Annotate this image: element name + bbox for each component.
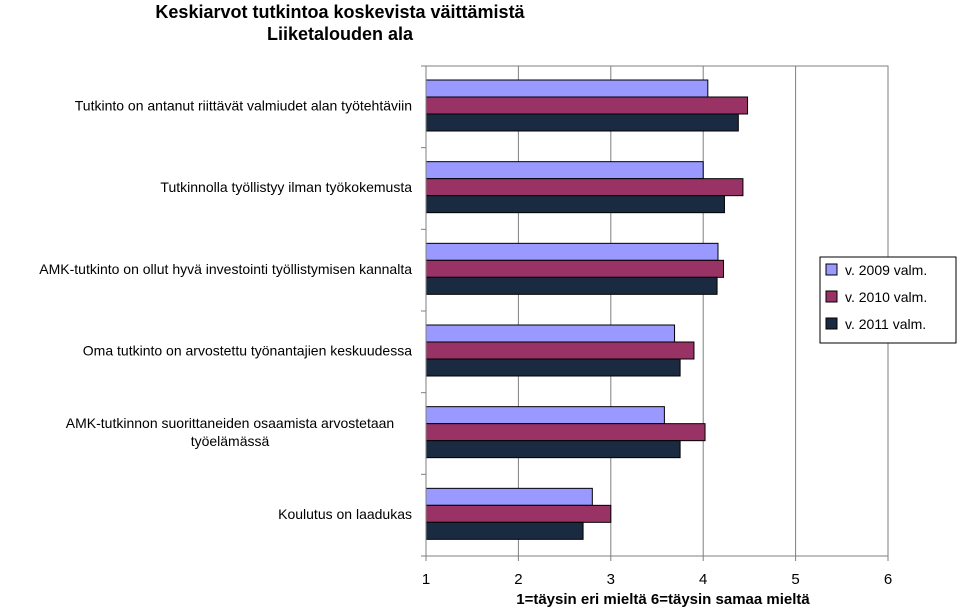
legend-box <box>819 256 957 344</box>
category-label: työelämässä <box>191 433 270 449</box>
category-label: Oma tutkinto on arvostettu työnantajien … <box>83 343 412 359</box>
category-label: AMK-tutkinto on ollut hyvä investointi t… <box>39 261 412 277</box>
chart-title-line: Liiketalouden ala <box>267 24 414 44</box>
x-tick-label: 3 <box>607 571 615 588</box>
plot-area <box>425 65 889 557</box>
gridlines <box>517 66 797 556</box>
bar <box>425 178 744 197</box>
x-tick-label: 5 <box>791 571 799 588</box>
bar <box>425 487 593 506</box>
bar <box>425 161 704 180</box>
category-labels: Tutkinto on antanut riittävät valmiudet … <box>39 98 412 522</box>
x-tick-label: 1 <box>422 571 430 588</box>
bar <box>425 195 725 214</box>
category-label: Tutkinnolla työllistyy ilman työkokemust… <box>160 179 412 195</box>
bar <box>425 406 665 425</box>
x-axis-label: 1=täysin eri mieltä 6=täysin samaa mielt… <box>516 591 810 608</box>
bar <box>425 276 718 295</box>
bar <box>425 324 676 343</box>
bar <box>425 521 584 540</box>
bar <box>425 504 612 523</box>
x-tick-label: 4 <box>699 571 707 588</box>
x-tick-labels: 1 2 3 4 5 6 <box>422 571 892 588</box>
chart-title-line: Keskiarvot tutkintoa koskevista väittämi… <box>155 2 525 22</box>
x-tick-label: 6 <box>884 571 892 588</box>
category-label: Koulutus on laadukas <box>278 506 412 522</box>
axes <box>421 65 889 561</box>
bar <box>425 440 681 459</box>
chart-title: Keskiarvot tutkintoa koskevista väittämi… <box>155 2 525 44</box>
legend-swatch <box>825 317 838 330</box>
legend-swatch <box>825 290 838 303</box>
bar <box>425 423 706 442</box>
legend-label: v. 2011 valm. <box>845 316 926 332</box>
bar <box>425 358 681 377</box>
bar <box>425 341 695 360</box>
bars <box>425 79 749 540</box>
x-tick-label: 2 <box>514 571 522 588</box>
bar <box>425 242 719 261</box>
bar <box>425 79 709 98</box>
legend-label: v. 2010 valm. <box>845 289 927 305</box>
legend: v. 2009 valm. v. 2010 valm. v. 2011 valm. <box>819 256 957 344</box>
category-label: Tutkinto on antanut riittävät valmiudet … <box>75 98 412 114</box>
legend-swatch <box>825 263 838 276</box>
bar <box>425 96 749 115</box>
legend-label: v. 2009 valm. <box>845 262 927 278</box>
category-label: AMK-tutkinnon suorittaneiden osaamista a… <box>66 415 394 431</box>
bar <box>425 113 739 132</box>
bar <box>425 259 725 278</box>
